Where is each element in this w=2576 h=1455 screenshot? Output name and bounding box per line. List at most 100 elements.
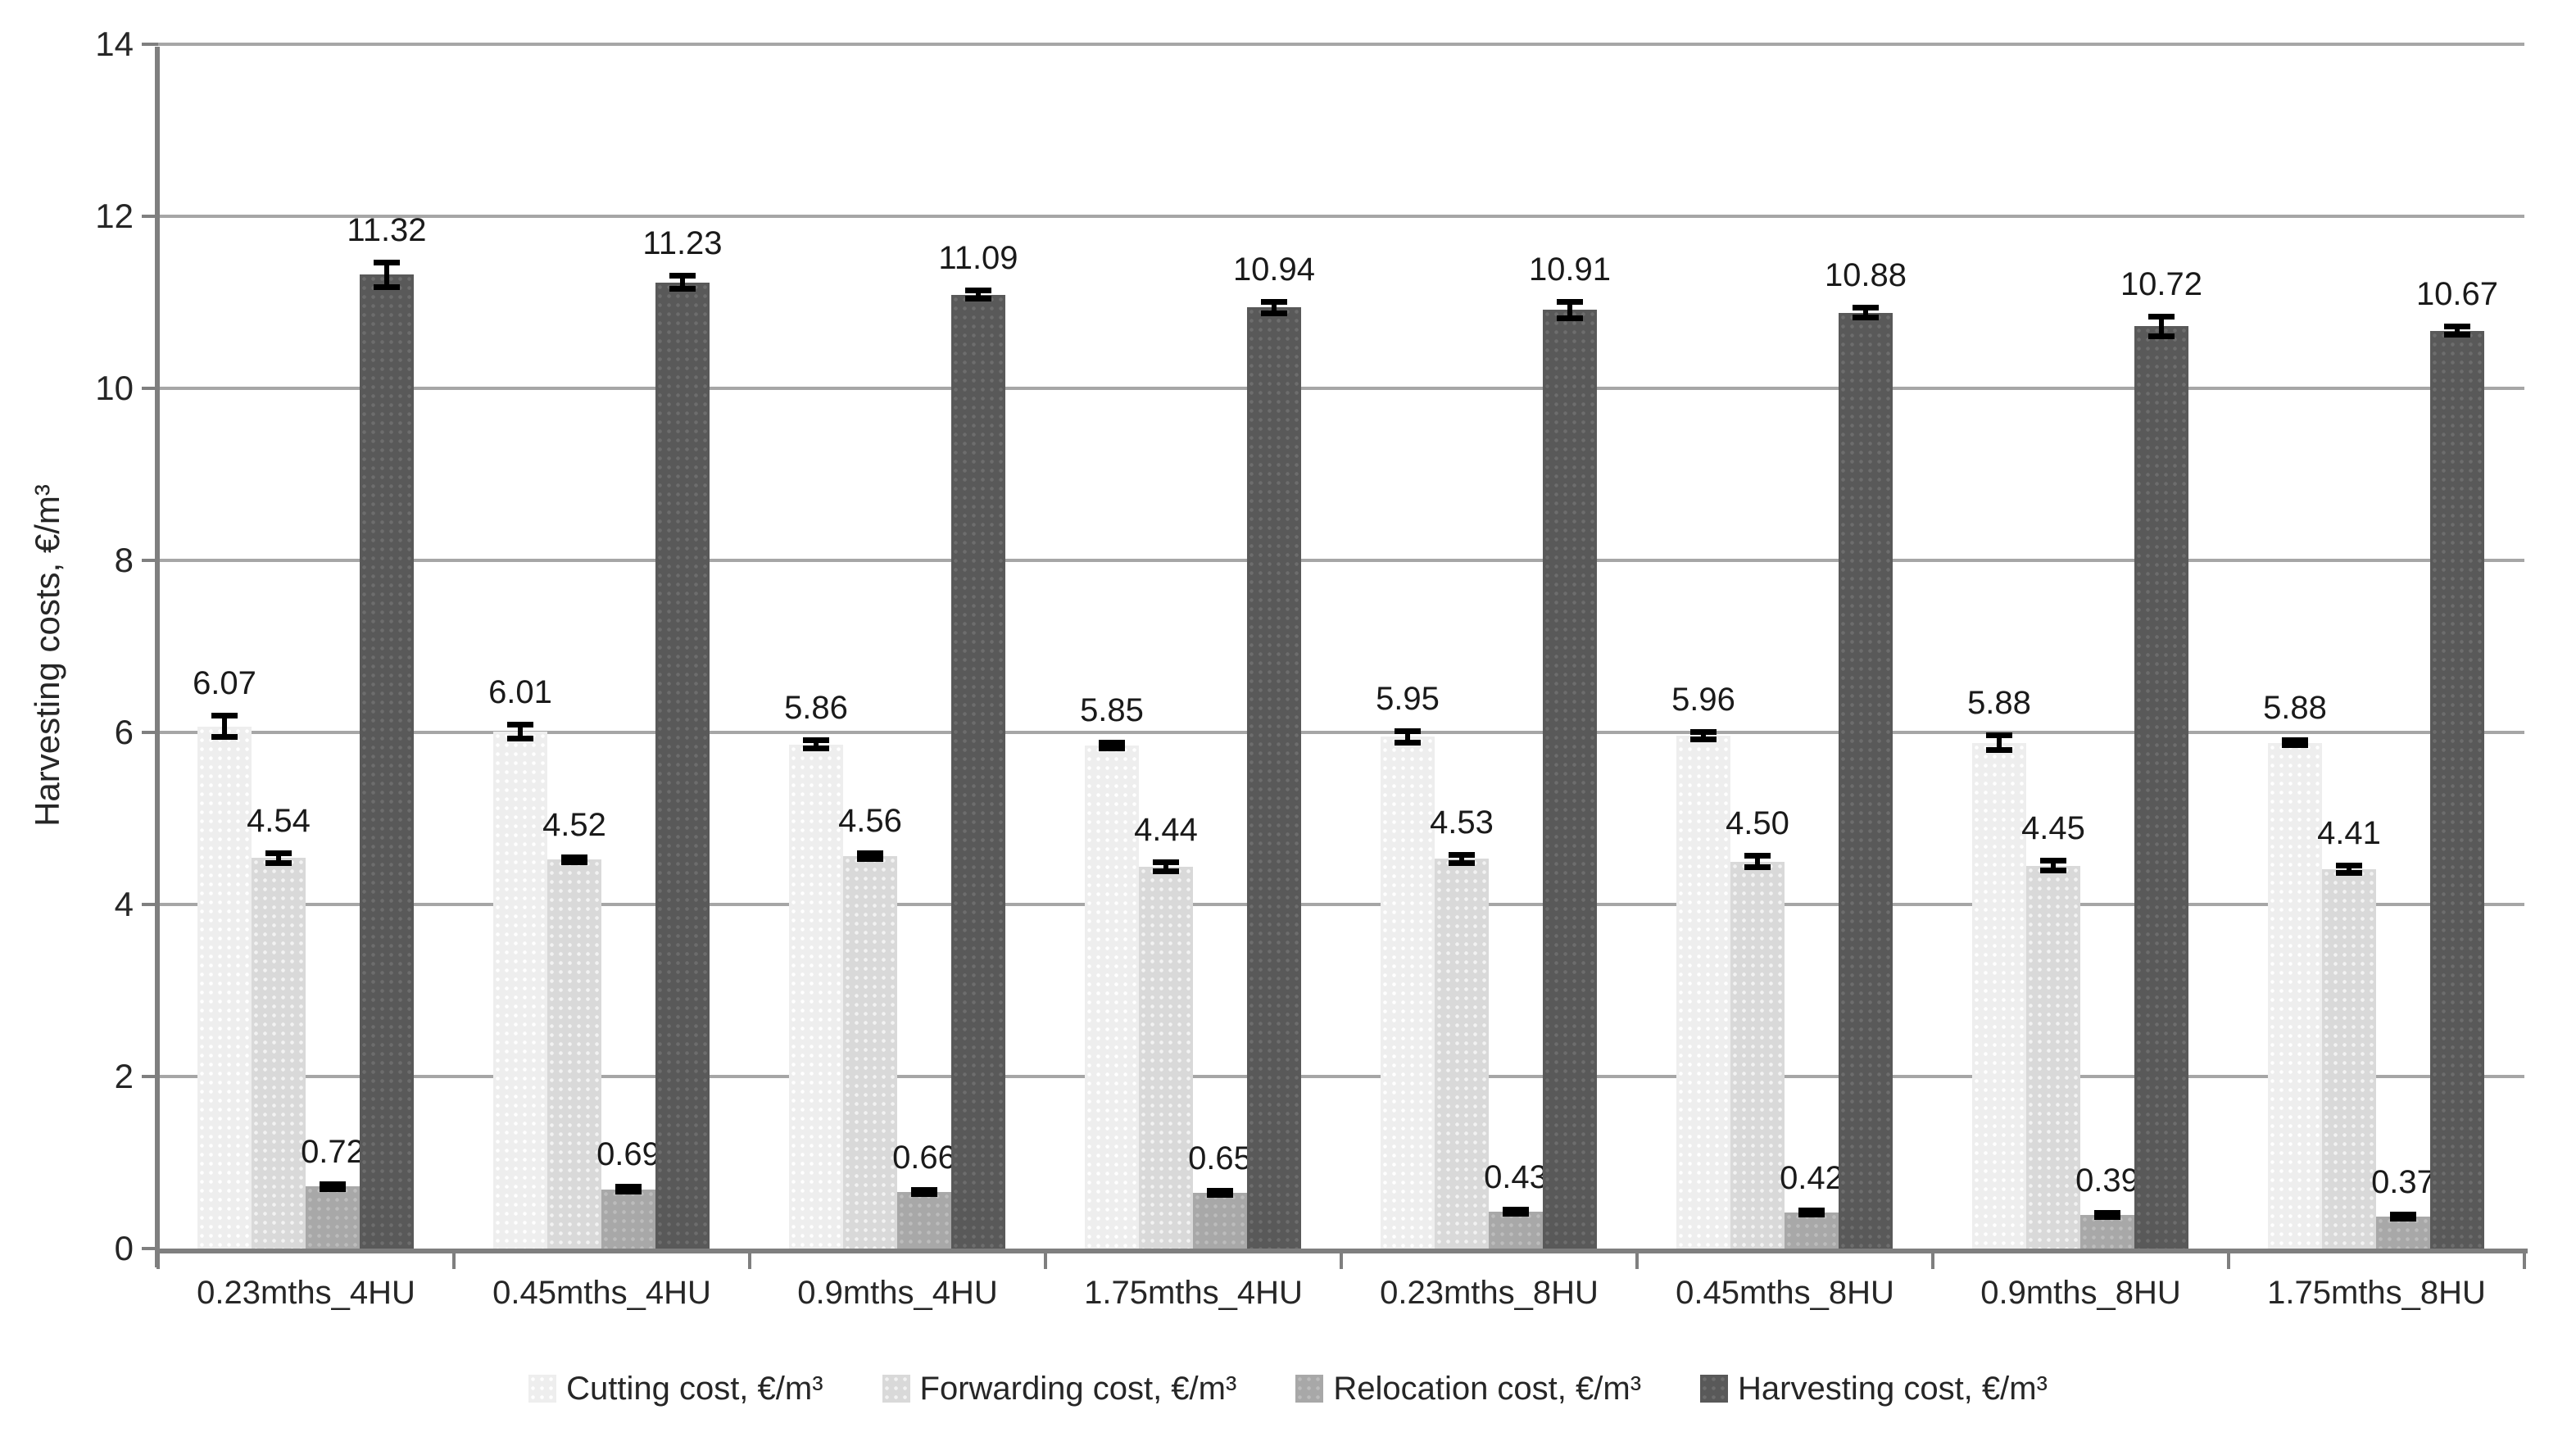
data-label: 0.69 bbox=[596, 1136, 660, 1173]
legend-label: Cutting cost, €/m³ bbox=[566, 1371, 823, 1407]
error-bar-cap-top bbox=[2148, 313, 2175, 320]
error-bar-cap-top bbox=[1261, 298, 1287, 305]
error-bar bbox=[384, 261, 389, 288]
data-label: 10.88 bbox=[1824, 257, 1907, 294]
error-bar-cap-bottom bbox=[2282, 741, 2308, 748]
error-bar-cap-top bbox=[615, 1184, 642, 1190]
y-axis-tick-8 bbox=[142, 559, 158, 562]
data-label: 0.42 bbox=[1780, 1159, 1844, 1196]
y-axis-tick-4 bbox=[142, 903, 158, 906]
bar-forwarding-cost bbox=[1435, 859, 1489, 1249]
bar-relocation-cost bbox=[897, 1191, 951, 1249]
bar-relocation-cost bbox=[306, 1186, 360, 1249]
gridline-4 bbox=[158, 903, 2524, 906]
data-label: 0.39 bbox=[2075, 1162, 2139, 1199]
error-bar-cap-top bbox=[2040, 858, 2066, 864]
x-category-label: 1.75mths_8HU bbox=[2267, 1275, 2486, 1311]
error-bar-cap-top bbox=[1395, 728, 1421, 734]
data-label: 0.65 bbox=[1188, 1140, 1252, 1176]
error-bar bbox=[1405, 730, 1410, 743]
error-bar-cap-top bbox=[1099, 739, 1125, 746]
error-bar-cap-top bbox=[211, 713, 238, 718]
y-axis-tick-0 bbox=[142, 1247, 158, 1250]
error-bar-cap-bottom bbox=[1395, 739, 1421, 746]
error-bar-cap-bottom bbox=[2148, 333, 2175, 339]
data-label: 5.95 bbox=[1376, 680, 1440, 717]
bar-forwarding-cost bbox=[1730, 861, 1785, 1249]
bar-forwarding-cost bbox=[547, 859, 601, 1249]
error-bar-cap-bottom bbox=[1153, 868, 1179, 875]
x-axis-tick-8 bbox=[2523, 1251, 2526, 1269]
error-bar-cap-bottom bbox=[2040, 868, 2066, 874]
data-label: 10.94 bbox=[1232, 251, 1316, 288]
error-bar-cap-bottom bbox=[1690, 737, 1717, 743]
x-axis-tick-2 bbox=[748, 1251, 751, 1269]
error-bar bbox=[1997, 735, 2002, 751]
x-axis-tick-5 bbox=[1635, 1251, 1639, 1269]
bar-relocation-cost bbox=[2376, 1217, 2430, 1249]
error-bar-cap-top bbox=[1207, 1187, 1233, 1194]
x-category-label: 0.23mths_8HU bbox=[1380, 1275, 1599, 1311]
error-bar-cap-top bbox=[2094, 1209, 2120, 1216]
data-label: 0.43 bbox=[1484, 1158, 1548, 1195]
plot-area: 0 2 4 6 8 10 12 14 0.23mths_4HU 0.45mths_4HU 0.9mt… bbox=[95, 25, 2528, 1311]
data-label: 4.45 bbox=[2021, 810, 2085, 847]
data-label: 4.54 bbox=[247, 803, 311, 839]
bar-cutting-cost bbox=[493, 731, 547, 1249]
legend-swatch bbox=[528, 1375, 557, 1403]
bar-cutting-cost bbox=[2268, 742, 2322, 1249]
x-category-label: 1.75mths_4HU bbox=[1084, 1275, 1303, 1311]
error-bar-cap-top bbox=[2444, 324, 2470, 330]
error-bar-cap-top bbox=[803, 737, 829, 744]
error-bar bbox=[1109, 741, 1114, 749]
error-bar bbox=[2159, 315, 2164, 337]
bar-harvesting-cost bbox=[360, 274, 414, 1249]
x-axis-tick-4 bbox=[1340, 1251, 1343, 1269]
error-bar-cap-bottom bbox=[507, 736, 533, 742]
legend-swatch bbox=[1700, 1375, 1729, 1403]
error-bar-cap-top bbox=[2390, 1212, 2416, 1217]
data-label: 10.91 bbox=[1528, 251, 1612, 288]
error-bar-cap-top bbox=[857, 850, 883, 856]
data-label: 4.53 bbox=[1430, 805, 1494, 841]
error-bar-cap-bottom bbox=[320, 1185, 346, 1192]
legend-swatch bbox=[1295, 1375, 1324, 1403]
bar-harvesting-cost bbox=[951, 294, 1005, 1249]
gridline-12 bbox=[158, 215, 2524, 218]
gridline-2 bbox=[158, 1075, 2524, 1078]
error-bar-cap-top bbox=[1744, 853, 1771, 859]
bar-relocation-cost bbox=[601, 1189, 655, 1249]
data-label: 0.72 bbox=[301, 1134, 365, 1171]
error-bar bbox=[1459, 854, 1464, 863]
bar-relocation-cost bbox=[2080, 1215, 2134, 1249]
error-bar-cap-top bbox=[1853, 305, 1879, 311]
error-bar-cap-bottom bbox=[965, 295, 991, 301]
legend-swatch bbox=[882, 1375, 910, 1403]
data-label: 5.88 bbox=[1967, 685, 2031, 722]
gridline-6 bbox=[158, 731, 2524, 734]
error-bar bbox=[518, 723, 523, 740]
error-bar bbox=[1863, 307, 1868, 318]
error-bar bbox=[2347, 864, 2352, 874]
error-bar-cap-top bbox=[1690, 728, 1717, 735]
y-tick-label-14: 14 bbox=[95, 25, 134, 63]
bar-cutting-cost bbox=[1085, 745, 1139, 1249]
error-bar-cap-bottom bbox=[1503, 1211, 1529, 1217]
error-bar bbox=[2051, 860, 2056, 872]
data-label: 4.56 bbox=[838, 803, 902, 839]
data-label: 0.66 bbox=[892, 1139, 956, 1176]
error-bar-cap-top bbox=[1449, 852, 1475, 859]
error-bar-cap-bottom bbox=[1798, 1212, 1825, 1218]
error-bar bbox=[1701, 731, 1706, 741]
x-axis-tick-6 bbox=[1931, 1251, 1934, 1269]
error-bar bbox=[2455, 326, 2460, 335]
error-bar-cap-bottom bbox=[803, 745, 829, 751]
error-bar-cap-top bbox=[265, 850, 292, 856]
error-bar bbox=[1755, 855, 1760, 868]
error-bar-cap-top bbox=[561, 854, 587, 861]
error-bar-cap-bottom bbox=[911, 1190, 937, 1197]
error-bar-cap-bottom bbox=[374, 284, 400, 291]
error-bar-cap-bottom bbox=[857, 856, 883, 863]
error-bar bbox=[1272, 301, 1277, 314]
